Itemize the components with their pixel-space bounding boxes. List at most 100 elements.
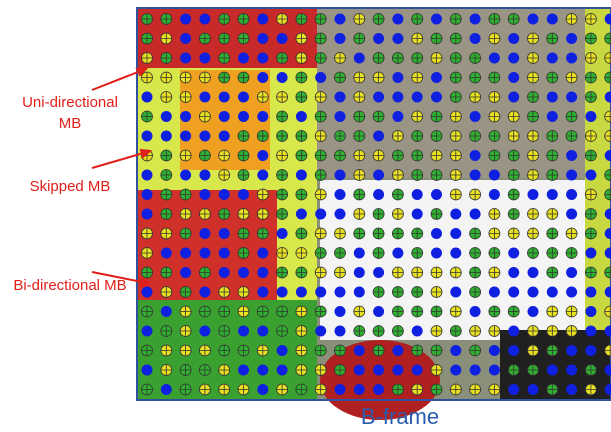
uni-directional-marker [257,248,268,259]
uni-directional-marker [335,326,346,337]
uni-directional-marker [489,170,500,181]
uni-directional-marker [528,384,539,395]
uni-directional-marker [431,92,442,103]
uni-directional-marker [547,111,558,122]
uni-directional-marker [180,248,191,259]
uni-directional-marker [238,92,249,103]
uni-directional-marker [412,209,423,220]
uni-directional-marker [470,111,481,122]
uni-directional-marker [257,365,268,376]
uni-directional-marker [431,248,442,259]
uni-directional-marker [566,384,577,395]
uni-directional-marker [585,248,596,259]
uni-directional-marker [470,306,481,317]
uni-directional-marker [199,228,210,239]
uni-directional-marker [585,345,596,356]
uni-directional-marker [392,92,403,103]
uni-directional-marker [257,14,268,25]
uni-directional-marker [566,170,577,181]
uni-directional-marker [373,267,384,278]
uni-directional-marker [277,345,288,356]
uni-directional-marker [470,170,481,181]
uni-directional-marker [354,267,365,278]
uni-directional-marker [566,345,577,356]
uni-directional-marker [180,267,191,278]
uni-directional-marker [257,33,268,44]
uni-directional-marker [412,189,423,200]
uni-directional-marker [199,14,210,25]
uni-directional-marker [315,72,326,83]
uni-directional-marker [335,287,346,298]
uni-directional-marker [219,189,230,200]
uni-directional-marker [489,345,500,356]
uni-directional-marker [142,326,153,337]
uni-directional-marker [373,170,384,181]
page: {"labels": ["Uni-directional MB", "Skipp… [0,0,611,432]
uni-directional-marker [508,33,519,44]
uni-directional-marker [257,384,268,395]
uni-directional-marker [547,365,558,376]
uni-directional-marker [450,248,461,259]
uni-directional-marker [373,189,384,200]
uni-directional-marker [219,267,230,278]
uni-directional-marker [142,365,153,376]
uni-directional-marker [373,306,384,317]
uni-directional-marker [257,111,268,122]
uni-directional-marker [277,72,288,83]
uni-directional-marker [450,228,461,239]
uni-directional-marker [489,53,500,64]
uni-directional-marker [219,248,230,259]
uni-directional-marker [199,92,210,103]
uni-directional-marker [238,189,249,200]
uni-directional-marker [585,111,596,122]
uni-directional-marker [508,72,519,83]
uni-directional-marker [354,345,365,356]
uni-directional-marker [508,267,519,278]
uni-directional-marker [142,170,153,181]
uni-directional-marker [180,111,191,122]
label: Uni-directional MB [10,92,130,134]
uni-directional-marker [566,209,577,220]
uni-directional-marker [508,326,519,337]
uni-directional-marker [528,267,539,278]
uni-directional-marker [199,248,210,259]
uni-directional-marker [335,33,346,44]
uni-directional-marker [199,170,210,181]
uni-directional-marker [296,287,307,298]
uni-directional-marker [238,267,249,278]
uni-directional-marker [257,72,268,83]
uni-directional-marker [354,248,365,259]
uni-directional-marker [392,345,403,356]
uni-directional-marker [489,365,500,376]
uni-directional-marker [450,209,461,220]
uni-directional-marker [508,384,519,395]
uni-directional-marker [219,92,230,103]
uni-directional-marker [257,287,268,298]
uni-directional-marker [296,111,307,122]
uni-directional-marker [528,287,539,298]
uni-directional-marker [238,53,249,64]
uni-directional-marker [585,326,596,337]
uni-directional-marker [566,53,577,64]
uni-directional-marker [335,170,346,181]
uni-directional-marker [547,14,558,25]
uni-directional-marker [335,384,346,395]
uni-directional-marker [238,365,249,376]
uni-directional-marker [335,306,346,317]
uni-directional-marker [373,92,384,103]
uni-directional-marker [335,209,346,220]
uni-directional-marker [566,189,577,200]
uni-directional-marker [180,131,191,142]
uni-directional-marker [450,365,461,376]
uni-directional-marker [489,189,500,200]
label: Bi-directional MB [10,275,130,296]
uni-directional-marker [470,150,481,161]
uni-directional-marker [315,287,326,298]
uni-directional-marker [508,287,519,298]
uni-directional-marker [566,92,577,103]
uni-directional-marker [547,92,558,103]
uni-directional-marker [354,365,365,376]
uni-directional-marker [277,287,288,298]
uni-directional-marker [238,111,249,122]
uni-directional-marker [142,287,153,298]
